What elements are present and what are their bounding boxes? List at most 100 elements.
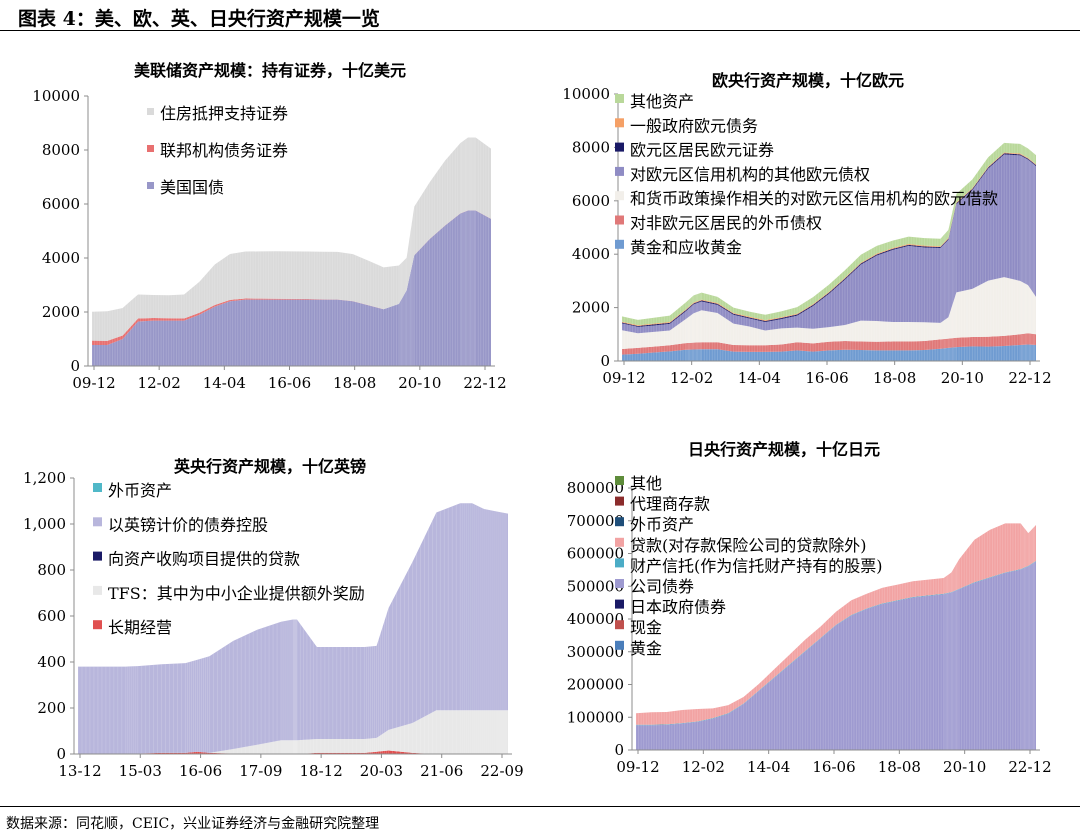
top-rule <box>0 30 1080 31</box>
boe-legend-label: TFS：其中为中小企业提供额外奖励 <box>108 584 365 603</box>
ecb-y-tick-label: 4000 <box>572 245 610 263</box>
ecb-legend-swatch <box>615 216 624 225</box>
source-note: 数据来源：同花顺，CEIC，兴业证券经济与金融研究院整理 <box>6 813 379 833</box>
boj-legend-swatch <box>615 620 624 629</box>
ecb-x-tick-label: 12-02 <box>670 369 713 387</box>
ecb-y-tick-label: 8000 <box>572 138 610 156</box>
ecb-legend-swatch <box>615 240 624 249</box>
ecb-legend-label: 其他资产 <box>630 92 694 111</box>
boj-y-tick-label: 100000 <box>567 708 624 726</box>
boe-legend-swatch <box>93 620 102 629</box>
ecb-y-tick-label: 0 <box>600 352 610 370</box>
boe-x-tick-label: 17-09 <box>239 762 282 780</box>
boj-legend-swatch <box>615 558 624 567</box>
ecb-legend-swatch <box>615 191 624 200</box>
fed-y-tick-label: 4000 <box>42 249 80 267</box>
boe-legend-swatch <box>93 517 102 526</box>
ecb-x-tick-label: 16-06 <box>805 369 848 387</box>
boj-x-tick-label: 22-12 <box>1008 758 1051 776</box>
boe-legend-label: 长期经营 <box>108 618 172 637</box>
chart-boe-assets: 英央行资产规模，十亿英镑 0 200 400 600 800 1,000 1,200 13-12… <box>0 448 540 798</box>
bottom-rule <box>0 806 1080 807</box>
fed-legend-swatch <box>147 108 154 115</box>
boe-legend-label: 以英镑计价的债券控股 <box>108 515 268 534</box>
boe-x-tick-label: 13-12 <box>58 762 101 780</box>
fed-legend-swatch <box>147 182 154 189</box>
fed-legend-label: 联邦机构债务证券 <box>160 141 288 160</box>
boe-y-tick-label: 200 <box>37 699 66 717</box>
fed-y-tick-label: 6000 <box>42 195 80 213</box>
boj-legend-label: 代理商存款 <box>630 495 710 514</box>
fed-x-tick-label: 20-10 <box>398 374 441 392</box>
boj-legend-swatch <box>615 497 624 506</box>
boe-chart-title: 英央行资产规模，十亿英镑 <box>173 457 366 476</box>
boj-legend-swatch <box>615 476 624 485</box>
boj-legend-label: 黄金 <box>630 639 662 658</box>
boj-x-tick-label: 09-12 <box>616 758 659 776</box>
ecb-legend-label: 黄金和应收黄金 <box>630 238 742 257</box>
boe-y-tick-label: 1,000 <box>23 515 66 533</box>
ecb-legend-swatch <box>615 118 624 127</box>
ecb-x-tick-label: 18-08 <box>873 369 916 387</box>
boe-y-tick-label: 600 <box>37 607 66 625</box>
ecb-legend-label: 欧元区居民欧元证券 <box>630 141 774 160</box>
ecb-x-tick-label: 09-12 <box>602 369 645 387</box>
boe-legend-swatch <box>93 552 102 561</box>
ecb-legend-label: 对欧元区信用机构的其他欧元债权 <box>630 165 870 184</box>
boe-legend-label: 外币资产 <box>108 481 172 500</box>
ecb-legend-label: 对非欧元区居民的外币债权 <box>630 214 822 233</box>
fed-y-tick-label: 0 <box>70 357 80 375</box>
boj-legend-swatch <box>615 579 624 588</box>
boj-y-tick-label: 0 <box>614 741 624 759</box>
boj-legend-label: 其他 <box>630 474 662 493</box>
boj-legend-swatch <box>615 538 624 547</box>
boj-legend-label: 现金 <box>630 618 662 637</box>
ecb-x-tick-label: 14-04 <box>738 369 781 387</box>
boe-x-tick-label: 22-09 <box>480 762 523 780</box>
boj-y-tick-label: 200000 <box>567 676 624 694</box>
boe-legend-swatch <box>93 586 102 595</box>
fed-legend-label: 美国国债 <box>160 178 224 197</box>
boj-legend-swatch <box>615 600 624 609</box>
boj-x-tick-label: 16-06 <box>812 758 855 776</box>
boe-x-tick-label: 20-03 <box>360 762 403 780</box>
fed-x-tick-label: 22-12 <box>463 374 506 392</box>
boj-chart-title: 日央行资产规模，十亿日元 <box>688 440 880 459</box>
fed-y-tick-label: 10000 <box>32 87 80 105</box>
boj-x-tick-label: 14-04 <box>747 758 790 776</box>
boe-legend-label: 向资产收购项目提供的贷款 <box>108 550 300 569</box>
ecb-legend-swatch <box>615 94 624 103</box>
ecb-y-tick-label: 2000 <box>572 299 610 317</box>
boj-x-tick-label: 18-08 <box>878 758 921 776</box>
fed-x-tick-label: 18-08 <box>333 374 376 392</box>
fed-x-tick-label: 12-02 <box>138 374 181 392</box>
boj-x-tick-label: 12-02 <box>682 758 725 776</box>
boj-legend-label: 贷款(对存款保险公司的贷款除外) <box>630 536 867 555</box>
fed-legend-swatch <box>147 145 154 152</box>
ecb-legend-label: 和货币政策操作相关的对欧元区信用机构的欧元借款 <box>630 189 998 208</box>
ecb-x-tick-label: 20-10 <box>941 369 984 387</box>
chart-fed-securities: 美联储资产规模：持有证券，十亿美元 0 2000 4000 6000 8000 10000 0… <box>0 52 540 412</box>
fed-x-tick-label: 16-06 <box>268 374 311 392</box>
boe-y-tick-label: 1,200 <box>23 469 66 487</box>
fed-y-tick-label: 2000 <box>42 303 80 321</box>
boe-y-tick-label: 800 <box>37 561 66 579</box>
ecb-y-tick-label: 6000 <box>572 192 610 210</box>
boj-legend-label: 财产信托(作为信托财产持有的股票) <box>630 556 883 575</box>
fed-chart-title: 美联储资产规模：持有证券，十亿美元 <box>134 61 406 80</box>
boj-legend-label: 日本政府债券 <box>630 598 726 617</box>
boe-y-tick-label: 400 <box>37 653 66 671</box>
ecb-x-tick-label: 22-12 <box>1008 369 1051 387</box>
fed-x-tick-label: 14-04 <box>203 374 246 392</box>
fed-legend-label: 住房抵押支持证券 <box>160 104 288 123</box>
ecb-chart-title: 欧央行资产规模，十亿欧元 <box>712 71 904 90</box>
ecb-legend-swatch <box>615 143 624 152</box>
fed-x-tick-label: 09-12 <box>72 374 115 392</box>
ecb-legend-label: 一般政府欧元债务 <box>630 116 758 135</box>
fed-y-tick-label: 8000 <box>42 141 80 159</box>
chart-boj-assets: 日央行资产规模，十亿日元0100000200000300000400000500… <box>540 434 1080 798</box>
boe-x-tick-label: 16-06 <box>179 762 222 780</box>
boj-legend-label: 公司债券 <box>630 577 694 596</box>
boe-legend-swatch <box>93 483 102 492</box>
boj-legend-swatch <box>615 641 624 650</box>
